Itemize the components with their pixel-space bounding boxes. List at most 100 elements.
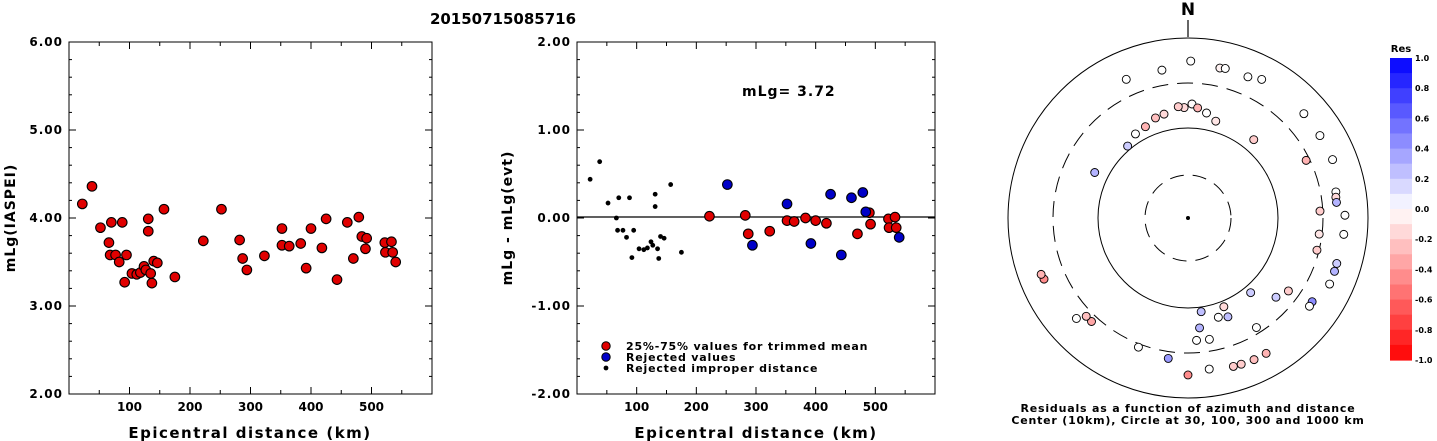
residual-point xyxy=(788,216,800,227)
magnitude-point xyxy=(146,277,158,289)
station-point xyxy=(1312,245,1322,255)
residual-point xyxy=(764,225,776,237)
residual-point xyxy=(652,191,658,197)
legend-marker xyxy=(601,341,611,351)
colorbar-cell xyxy=(1390,58,1412,74)
residual-colorbar: Res 1.0 0.8 0.6 0.4 0.2 0.0 -0.2 -0.4 -0.6 -0.8 -1… xyxy=(1390,44,1433,365)
colorbar-tick-label: -0.8 xyxy=(1415,326,1433,335)
station-point xyxy=(1204,334,1214,344)
colorbar-cell xyxy=(1390,193,1412,210)
azimuth-panel: N Residuals as a function of azimuth and… xyxy=(1007,0,1369,427)
colorbar-cell xyxy=(1390,103,1412,119)
residual-point xyxy=(613,215,619,221)
station-points xyxy=(1036,56,1350,380)
station-point xyxy=(1223,312,1233,322)
colorbar-cell xyxy=(1390,254,1412,270)
magnitude-x-tick-label: 300 xyxy=(238,400,263,414)
colorbar-tick-label: -0.2 xyxy=(1415,235,1433,244)
residual-point xyxy=(597,159,603,165)
magnitude-point xyxy=(76,198,88,210)
magnitude-panel: 100 200 300 400 500 2.00 3.00 4.00 5.00 6.00 Epic… xyxy=(3,35,433,441)
residual-point xyxy=(656,256,662,261)
station-point xyxy=(1271,292,1281,302)
magnitude-point xyxy=(105,217,117,228)
residual-point xyxy=(645,245,650,251)
station-point xyxy=(1249,355,1259,365)
legend-marker xyxy=(601,352,611,362)
residual-y-tick-label: -2.00 xyxy=(531,387,571,401)
station-point xyxy=(1151,113,1160,123)
station-point xyxy=(1314,229,1324,239)
station-point xyxy=(1330,266,1339,276)
residual-point xyxy=(890,222,902,234)
magnitude-point xyxy=(142,225,154,237)
colorbar-title: Res xyxy=(1391,44,1411,55)
residual-point xyxy=(631,227,637,233)
station-point xyxy=(1081,311,1091,321)
residual-point xyxy=(805,238,817,249)
magnitude-x-tick-label: 100 xyxy=(117,400,142,414)
residual-point xyxy=(661,235,667,241)
magnitude-y-tick-label: 6.00 xyxy=(29,35,63,49)
residual-point xyxy=(852,228,863,240)
magnitude-point xyxy=(386,236,397,248)
station-point xyxy=(1220,64,1230,73)
north-label: N xyxy=(1181,0,1195,20)
residual-point xyxy=(605,200,611,206)
station-point xyxy=(1133,342,1143,352)
magnitude-y-axis-label: mLg(IASPEI) xyxy=(3,164,19,273)
residual-legend: 25%-75% values for trimmed meanRejected … xyxy=(601,340,867,375)
station-point xyxy=(1315,131,1325,141)
station-point xyxy=(1173,102,1183,112)
magnitude-point xyxy=(116,217,128,228)
magnitude-ticks: 100 200 300 400 500 2.00 3.00 4.00 5.00 6.00 xyxy=(29,35,432,414)
magnitude-point xyxy=(259,250,270,262)
colorbar-tick-label: 0.4 xyxy=(1415,145,1430,154)
station-point xyxy=(1328,155,1338,165)
legend-marker xyxy=(603,365,609,371)
residual-point xyxy=(627,195,632,201)
magnitude-point xyxy=(86,180,98,192)
figure-title: 20150715085716 xyxy=(430,10,576,28)
colorbar-labels: 1.0 0.8 0.6 0.4 0.2 0.0 -0.2 -0.4 -0.6 -0.8 -1.0 xyxy=(1415,54,1433,365)
colorbar-cell xyxy=(1390,344,1412,361)
azimuth-caption-line-1: Residuals as a function of azimuth and d… xyxy=(1020,402,1355,415)
colorbar-cell xyxy=(1390,314,1412,331)
residual-point xyxy=(739,210,751,221)
station-point xyxy=(1340,210,1350,220)
residual-panel: 100 200 300 400 500 -2.00 -1.00 0.00 1.00 2.00 mL… xyxy=(500,35,936,441)
residual-point xyxy=(747,239,758,251)
legend-label: Rejected values xyxy=(626,351,736,364)
residual-y-tick-label: 2.00 xyxy=(537,35,571,49)
station-point xyxy=(1183,370,1193,380)
station-point xyxy=(1251,323,1261,332)
magnitude-point xyxy=(216,203,227,215)
station-point xyxy=(1036,269,1046,279)
station-point xyxy=(1202,108,1211,118)
station-point xyxy=(1301,155,1311,165)
station-point xyxy=(1243,72,1253,82)
station-point xyxy=(1325,279,1335,289)
residual-point xyxy=(865,218,876,230)
station-point xyxy=(1140,122,1150,132)
magnitude-point xyxy=(103,237,115,248)
residual-point xyxy=(650,242,656,248)
residual-x-tick-label: 100 xyxy=(624,400,649,414)
residual-point xyxy=(889,211,901,223)
residual-point xyxy=(615,227,620,233)
colorbar-cell xyxy=(1390,224,1412,240)
residual-ticks: 100 200 300 400 500 -2.00 -1.00 0.00 1.00 2.00 xyxy=(531,35,935,414)
residual-point xyxy=(652,204,658,209)
magnitude-point xyxy=(237,253,248,264)
magnitude-y-tick-label: 4.00 xyxy=(29,211,63,225)
magnitude-point xyxy=(151,257,163,269)
station-point xyxy=(1332,259,1342,268)
magnitude-point xyxy=(320,213,332,225)
residual-point xyxy=(825,188,836,200)
colorbar-cell xyxy=(1390,88,1412,104)
station-point xyxy=(1195,323,1205,333)
magnitude-point xyxy=(119,276,131,288)
magnitude-y-tick-label: 5.00 xyxy=(29,123,63,137)
residual-point xyxy=(810,215,822,226)
colorbar-tick-label: 1.0 xyxy=(1415,54,1430,63)
